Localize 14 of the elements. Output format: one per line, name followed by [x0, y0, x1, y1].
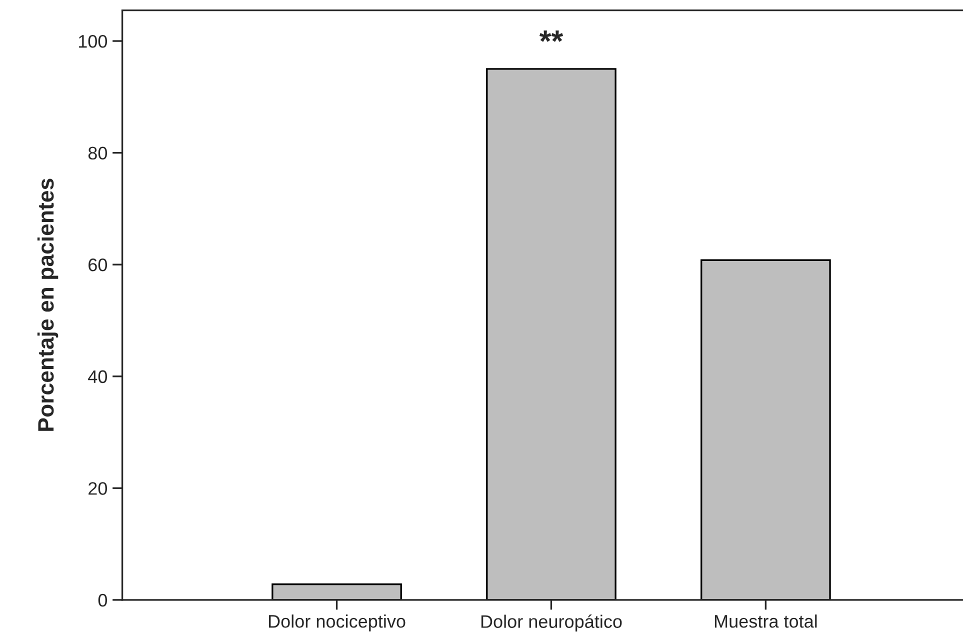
x-tick-label: Muestra total: [714, 614, 817, 628]
y-tick-label: 40: [88, 370, 108, 384]
y-tick-label: 20: [88, 482, 108, 495]
bar: [700, 259, 831, 600]
y-tick-label: 0: [98, 594, 108, 607]
x-tick-label: Dolor neuropático: [481, 614, 622, 632]
x-tick-label: Dolor nociceptivo: [269, 614, 406, 632]
bar: [272, 583, 402, 600]
y-tick-label: 100: [78, 34, 108, 48]
annotation: **: [539, 30, 564, 42]
y-tick-label: 80: [88, 146, 108, 160]
y-tick-label: 60: [88, 258, 108, 272]
y-axis-title: Porcentaje en pacientes: [37, 178, 58, 431]
bar: [486, 68, 616, 600]
